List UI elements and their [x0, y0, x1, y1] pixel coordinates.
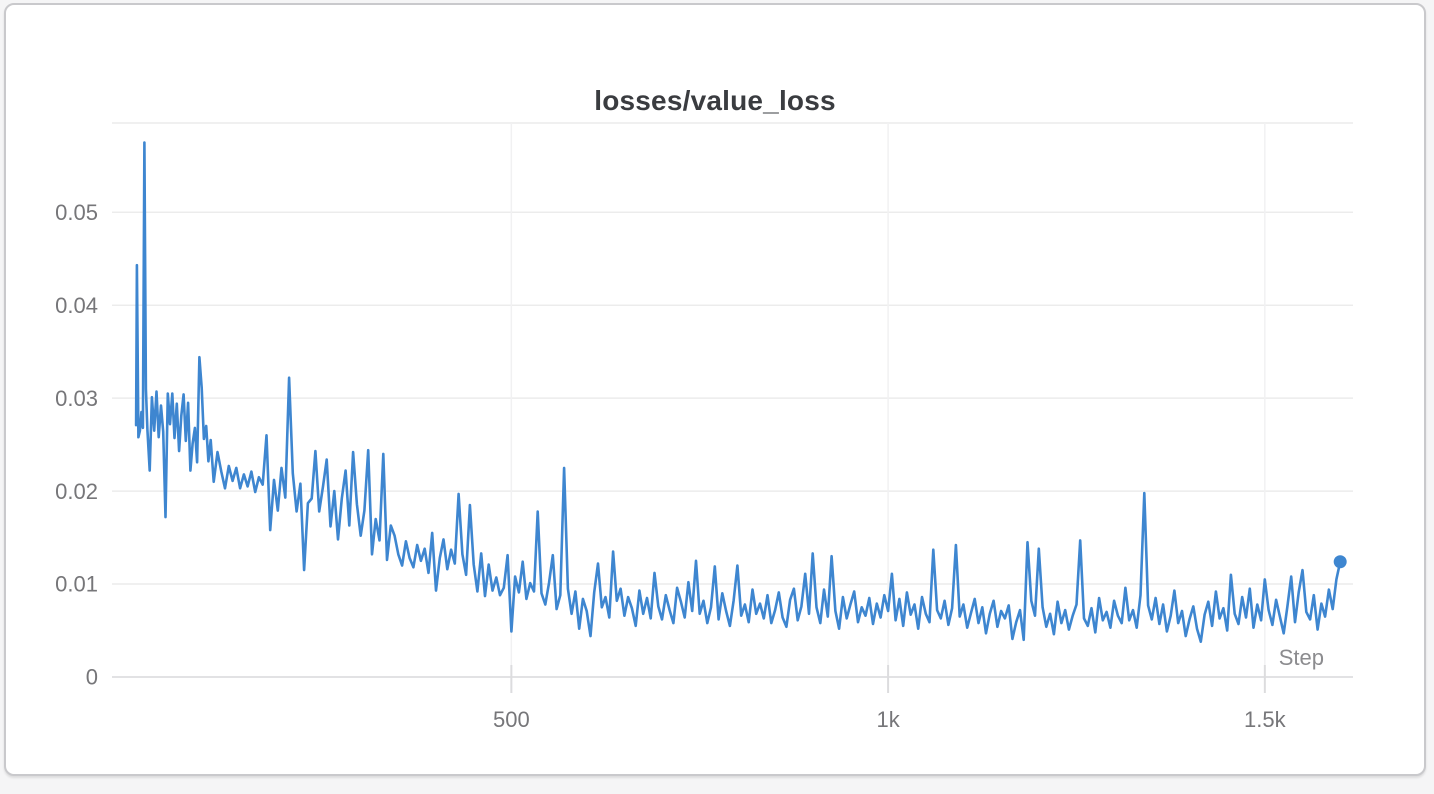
- y-tick-label: 0.02: [55, 479, 98, 504]
- loss-curve: [134, 141, 1342, 644]
- x-tick-label: 1.5k: [1244, 707, 1287, 732]
- y-tick-label: 0.04: [55, 293, 98, 318]
- y-tick-label: 0: [86, 665, 98, 690]
- x-tick-label: 500: [493, 707, 530, 732]
- x-axis-title: Step: [1278, 645, 1324, 670]
- chart-title: losses/value_loss: [594, 85, 836, 116]
- y-tick-label: 0.01: [55, 572, 98, 597]
- loss-line-chart[interactable]: 0 0.01 0.02 0.03 0.04 0.05 500 1k 1.5k: [6, 5, 1426, 774]
- last-point-marker: [1333, 555, 1347, 569]
- x-tick-label: 1k: [876, 707, 900, 732]
- y-tick-label: 0.05: [55, 200, 98, 225]
- chart-panel: losses/value_loss 0 0.01 0.02 0.03 0.04 0.05 5…: [4, 3, 1426, 776]
- y-tick-label: 0.03: [55, 386, 98, 411]
